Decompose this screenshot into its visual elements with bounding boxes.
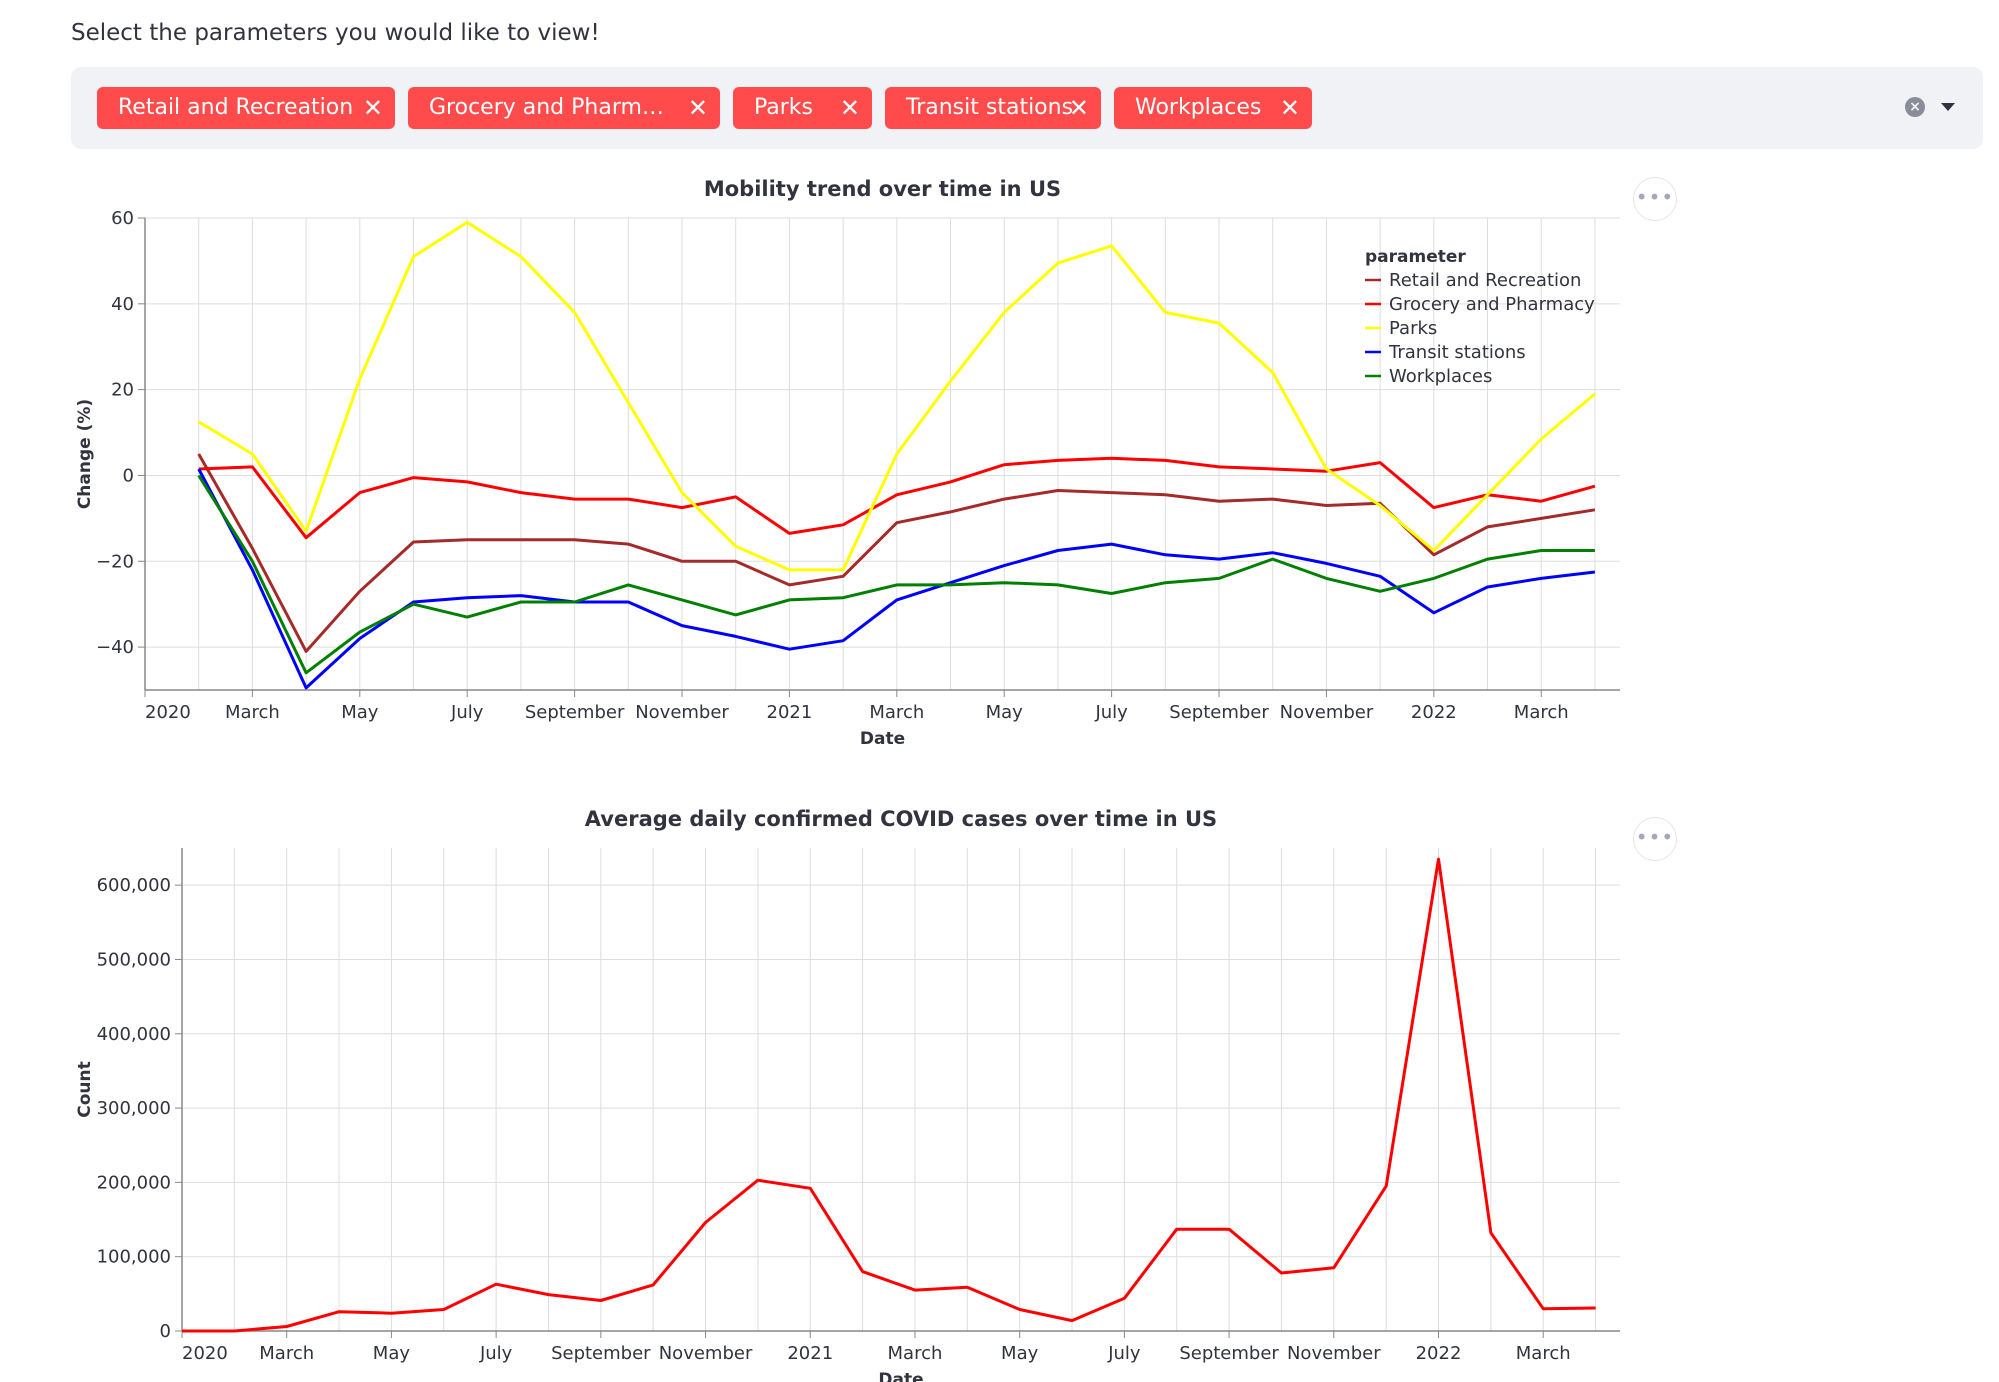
y-tick-label: 40 — [111, 294, 134, 315]
x-tick-label: March — [259, 1343, 314, 1364]
clear-all-icon[interactable]: × — [1905, 97, 1925, 117]
x-tick-label: July — [1094, 702, 1128, 723]
x-tick-label: 2021 — [767, 702, 813, 723]
x-tick-label: March — [869, 702, 924, 723]
chart-menu-button-1[interactable]: ••• — [1633, 177, 1677, 221]
y-tick-label: 0 — [123, 465, 134, 486]
y-tick-label: 600,000 — [97, 875, 171, 896]
legend-entry: Grocery and Pharmacy — [1389, 294, 1595, 315]
x-tick-label: May — [373, 1343, 411, 1364]
x-tick-label: March — [888, 1343, 943, 1364]
chip-label: Transit stations — [906, 95, 1074, 120]
series-line-1-3 — [197, 220, 1596, 572]
x-tick-label: November — [635, 702, 729, 723]
chip-label: Parks — [754, 95, 814, 120]
y-tick-label: −20 — [96, 551, 134, 572]
x-tick-label: November — [1287, 1343, 1381, 1364]
x-tick-label: November — [659, 1343, 753, 1364]
y-tick-label: 300,000 — [97, 1098, 171, 1119]
chip-5[interactable]: Workplaces ✕ — [1114, 87, 1312, 129]
y-axis-label-1: Change (%) — [75, 399, 95, 509]
y-tick-label: −40 — [96, 637, 134, 658]
chip-4[interactable]: Transit stations ✕ — [885, 87, 1101, 129]
x-tick-label: July — [479, 1343, 513, 1364]
x-tick-label: March — [1516, 1343, 1571, 1364]
chart-menu-button-2[interactable]: ••• — [1633, 817, 1677, 861]
x-tick-label: 2022 — [1416, 1343, 1462, 1364]
x-axis-label-1: Date — [860, 729, 905, 749]
parameters-prompt: Select the parameters you would like to … — [71, 20, 600, 46]
y-tick-label: 100,000 — [97, 1247, 171, 1268]
x-tick-label: September — [525, 702, 625, 723]
x-tick-label: March — [1514, 702, 1569, 723]
y-tick-label: 60 — [111, 208, 134, 229]
remove-chip-icon[interactable]: ✕ — [687, 94, 708, 122]
legend-title: parameter — [1365, 247, 1466, 267]
chip-3[interactable]: Parks ✕ — [733, 87, 872, 129]
x-tick-label: March — [225, 702, 280, 723]
y-tick-label: 0 — [160, 1321, 171, 1342]
chip-1[interactable]: Retail and Recreation ✕ — [97, 87, 395, 129]
chip-label: Grocery and Pharm… — [429, 95, 664, 120]
y-tick-label: 500,000 — [97, 949, 171, 970]
chevron-down-icon[interactable] — [1941, 103, 1955, 111]
x-tick-label: September — [1169, 702, 1269, 723]
x-tick-label: 2020 — [145, 702, 191, 723]
x-tick-label: July — [450, 702, 484, 723]
series-line-1-4 — [197, 468, 1596, 690]
x-tick-label: 2022 — [1411, 702, 1457, 723]
x-tick-label: May — [341, 702, 379, 723]
parameter-multiselect[interactable]: Retail and Recreation ✕ Grocery and Pharm…… — [71, 67, 1983, 149]
x-tick-label: November — [1280, 702, 1374, 723]
x-tick-label: May — [986, 702, 1024, 723]
x-tick-label: May — [1001, 1343, 1039, 1364]
chip-label: Workplaces — [1135, 95, 1262, 120]
remove-chip-icon[interactable]: ✕ — [362, 94, 383, 122]
x-tick-label: 2021 — [787, 1343, 833, 1364]
y-tick-label: 20 — [111, 380, 134, 401]
legend-entry: Retail and Recreation — [1389, 270, 1581, 291]
y-tick-label: 400,000 — [97, 1024, 171, 1045]
chart-title-2: Average daily confirmed COVID cases over… — [585, 807, 1217, 831]
legend-entry: Parks — [1389, 318, 1437, 339]
remove-chip-icon[interactable]: ✕ — [1279, 94, 1300, 122]
series-line-1-2 — [198, 456, 1596, 540]
series-line-2-1 — [182, 857, 1596, 1333]
remove-chip-icon[interactable]: ✕ — [1068, 94, 1089, 122]
y-tick-label: 200,000 — [97, 1172, 171, 1193]
x-axis-label-2: Date — [878, 1370, 923, 1382]
x-tick-label: 2020 — [182, 1343, 228, 1364]
series-line-1-1 — [197, 453, 1596, 653]
series-line-1-5 — [197, 474, 1595, 675]
y-axis-label-2: Count — [75, 1061, 95, 1118]
remove-chip-icon[interactable]: ✕ — [839, 94, 860, 122]
legend-entry: Workplaces — [1389, 366, 1492, 387]
x-tick-label: September — [1179, 1343, 1279, 1364]
chip-2[interactable]: Grocery and Pharm… ✕ — [408, 87, 720, 129]
x-tick-label: September — [551, 1343, 651, 1364]
chart-title-1: Mobility trend over time in US — [704, 177, 1061, 201]
x-tick-label: July — [1107, 1343, 1141, 1364]
chip-label: Retail and Recreation — [118, 95, 354, 120]
legend-entry: Transit stations — [1388, 342, 1526, 363]
